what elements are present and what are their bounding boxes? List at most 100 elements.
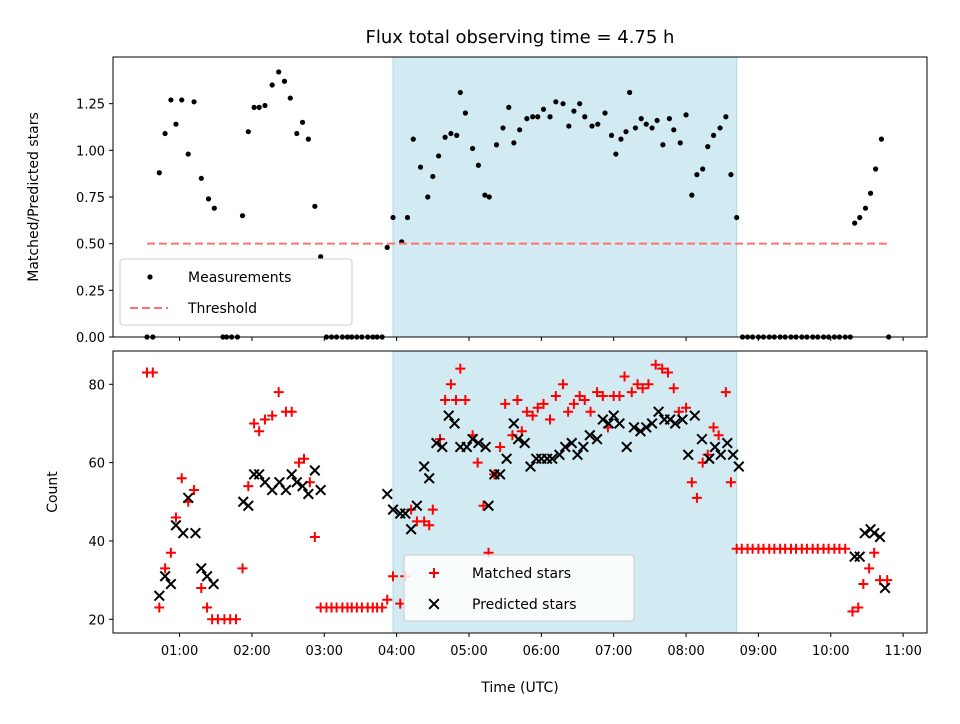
y-tick-label: 80 [88, 378, 105, 393]
x-tick-label: 05:00 [450, 644, 487, 659]
matched-star-marker [597, 391, 608, 402]
matched-star-marker [237, 563, 248, 574]
predicted-star-marker [868, 527, 880, 539]
measurement-point [627, 89, 633, 96]
measurement-point [294, 130, 300, 137]
predicted-star-marker [524, 461, 536, 473]
predicted-star-marker [849, 551, 861, 563]
legend-marker [428, 598, 440, 610]
measurement-point [205, 196, 212, 202]
predicted-star-marker [467, 433, 479, 445]
matched-star-marker [406, 504, 417, 515]
measurement-point [638, 116, 644, 122]
predicted-star-marker [449, 417, 461, 429]
predicted-star-marker [195, 562, 207, 574]
matched-star-marker [160, 563, 171, 574]
matched-star-marker [176, 473, 187, 484]
x-axis-label: Time (UTC) [480, 680, 558, 696]
measurement-point [168, 97, 174, 103]
measurement-point [654, 117, 660, 124]
x-tick-label: 01:00 [161, 644, 198, 659]
matched-star-marker [293, 457, 304, 468]
predicted-star-marker [286, 468, 298, 480]
legend-label: Matched stars [472, 566, 571, 582]
matched-star-marker [259, 414, 270, 425]
matched-star-marker [686, 477, 697, 488]
predicted-star-marker [387, 504, 399, 516]
matched-star-marker [243, 481, 254, 492]
matched-star-marker [545, 414, 556, 425]
matched-star-marker [377, 602, 388, 613]
measurement-point [162, 130, 168, 137]
measurement-point [276, 69, 282, 75]
matched-star-marker [445, 379, 456, 390]
matched-star-marker [170, 512, 181, 523]
measurement-point [643, 121, 649, 127]
matched-star-marker [455, 363, 466, 374]
legend-label: Threshold [187, 301, 257, 317]
matched-star-marker [165, 547, 176, 558]
predicted-star-marker [621, 441, 633, 453]
matched-star-marker [154, 602, 165, 613]
measurement-point [462, 110, 468, 116]
predicted-star-marker [253, 468, 265, 480]
matched-star-marker [273, 387, 284, 398]
measurement-point [384, 244, 390, 250]
matched-star-marker [450, 394, 461, 405]
matched-star-marker [592, 387, 603, 398]
measurement-point [500, 125, 506, 131]
measurement-point [717, 125, 723, 131]
measurement-point [613, 151, 619, 157]
predicted-star-marker [501, 453, 513, 465]
matched-star-marker [840, 543, 851, 554]
measurement-point [281, 78, 288, 84]
measurement-point [198, 175, 204, 181]
matched-star-marker [189, 485, 200, 496]
measurement-point [602, 110, 608, 116]
matched-star-marker [643, 379, 654, 390]
measurement-point [577, 101, 583, 107]
measurement-point [173, 121, 179, 127]
predicted-star-marker [512, 433, 524, 445]
predicted-star-marker [634, 425, 646, 437]
y-tick-label: 1.25 [76, 98, 105, 113]
y-axis-label: Matched/Predicted stars [26, 112, 42, 282]
predicted-star-marker [603, 417, 615, 429]
measurement-point [179, 97, 185, 103]
x-tick-label: 10:00 [812, 644, 849, 659]
measurement-point [448, 130, 454, 137]
predicted-star-marker [315, 484, 327, 496]
predicted-star-marker [248, 468, 260, 480]
measurement-point [595, 121, 601, 127]
predicted-star-marker [696, 433, 708, 445]
matched-star-marker [882, 575, 893, 586]
matched-star-marker [472, 457, 483, 468]
x-tick-label: 03:00 [306, 644, 343, 659]
measurement-point [857, 214, 863, 221]
measurement-point [417, 164, 424, 170]
predicted-star-marker [519, 437, 531, 449]
y-tick-label: 40 [88, 535, 105, 550]
measurement-point [566, 123, 572, 129]
measurement-point [694, 172, 700, 178]
predicted-star-marker [309, 464, 321, 476]
measurement-point [660, 142, 666, 148]
measurement-point [430, 173, 436, 180]
matched-star-marker [626, 387, 637, 398]
matched-star-marker [574, 391, 585, 402]
matched-star-marker [388, 571, 399, 582]
measurement-point [457, 89, 463, 96]
measurement-point [852, 220, 858, 226]
measurement-point [287, 95, 293, 101]
x-tick-label: 06:00 [523, 644, 560, 659]
matched-star-marker [427, 504, 438, 515]
measurement-point [511, 140, 517, 146]
legend-marker [147, 274, 153, 280]
measurement-point [475, 162, 481, 168]
matched-star-marker [650, 359, 661, 370]
legend-label: Measurements [188, 270, 291, 286]
series-group [144, 69, 892, 340]
predicted-star-marker [411, 500, 423, 512]
matched-star-marker [585, 406, 596, 417]
matched-star-marker [869, 547, 880, 558]
